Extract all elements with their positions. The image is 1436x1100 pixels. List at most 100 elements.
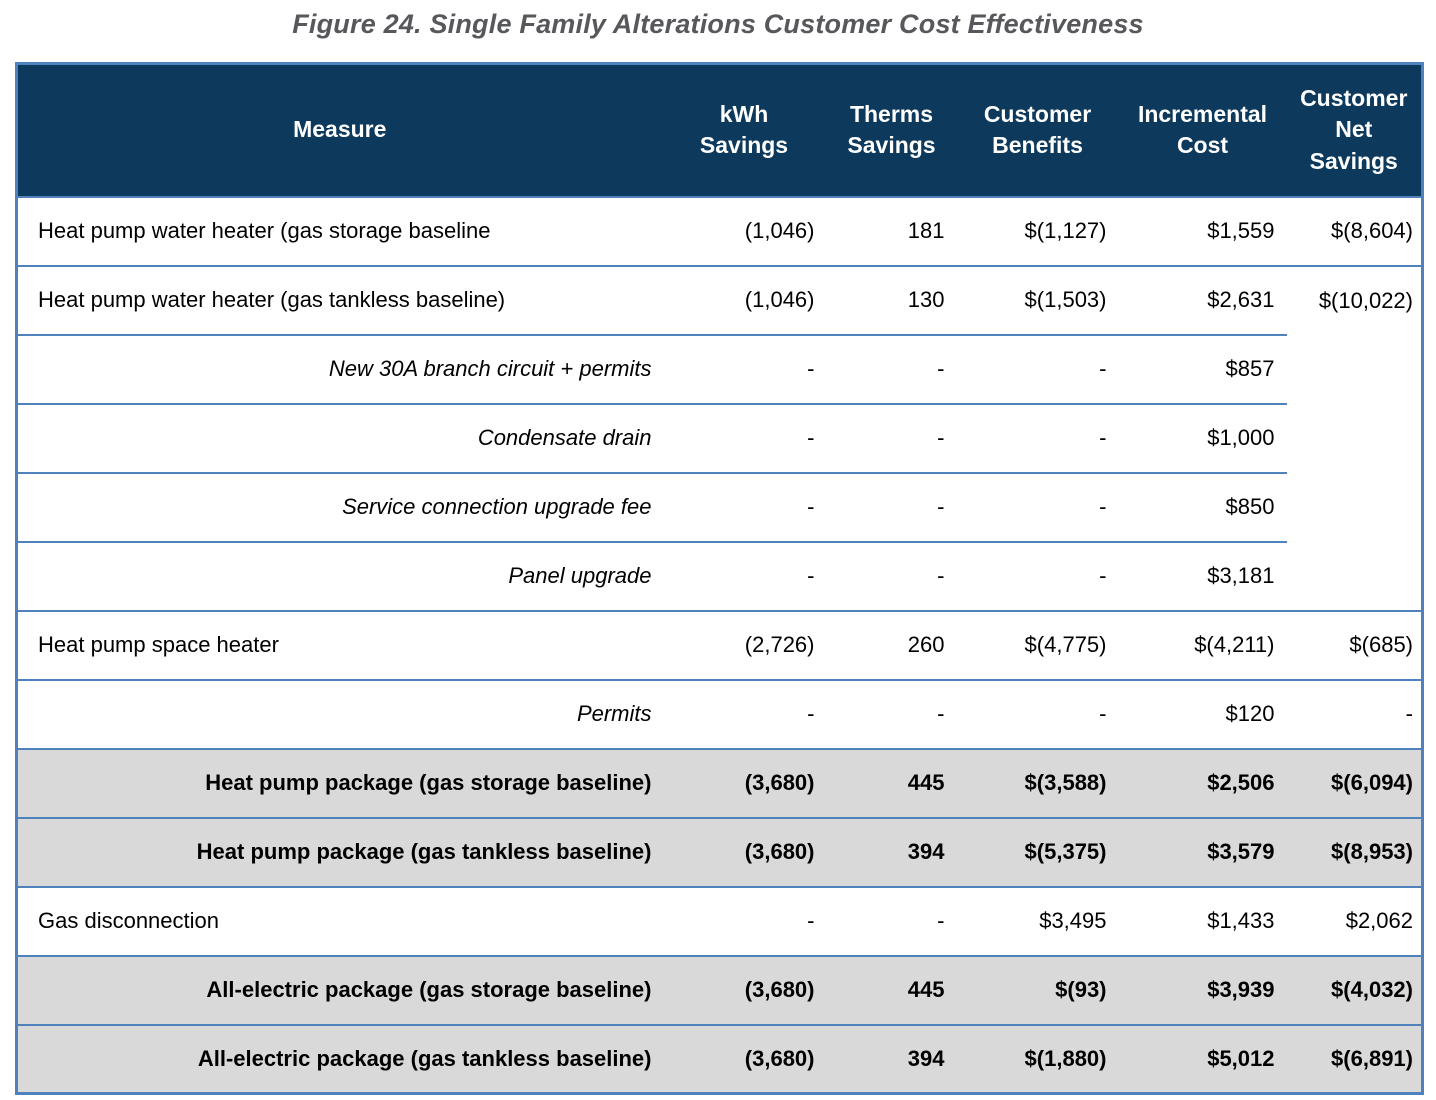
therms-savings-cell: - bbox=[826, 402, 957, 473]
kwh-savings-cell: (3,680) bbox=[661, 954, 827, 1025]
column-header-kwh-savings: kWh Savings bbox=[661, 63, 827, 197]
therms-savings-cell: 130 bbox=[826, 264, 957, 335]
customer-benefits-cell: - bbox=[956, 678, 1119, 749]
table-header: Measure kWh Savings Therms Savings Custo… bbox=[16, 63, 1423, 197]
measure-cell: Heat pump water heater (gas storage base… bbox=[16, 195, 662, 266]
incremental-cost-cell: $5,012 bbox=[1118, 1023, 1287, 1094]
table-row: Heat pump package (gas storage baseline)… bbox=[16, 747, 1423, 818]
measure-cell: Heat pump package (gas storage baseline) bbox=[16, 747, 662, 818]
therms-savings-cell: 445 bbox=[826, 747, 957, 818]
customer-benefits-cell: - bbox=[956, 333, 1119, 404]
measure-cell: New 30A branch circuit + permits bbox=[16, 333, 662, 404]
customer-net-savings-cell: - bbox=[1286, 678, 1423, 749]
therms-savings-cell: - bbox=[826, 540, 957, 611]
column-header-therms-savings: Therms Savings bbox=[826, 63, 957, 197]
kwh-savings-cell: (3,680) bbox=[661, 747, 827, 818]
table-row: All-electric package (gas tankless basel… bbox=[16, 1023, 1423, 1094]
therms-savings-cell: 394 bbox=[826, 1023, 957, 1094]
kwh-savings-cell: - bbox=[661, 678, 827, 749]
customer-benefits-cell: $(3,588) bbox=[956, 747, 1119, 818]
incremental-cost-cell: $(4,211) bbox=[1118, 609, 1287, 680]
table-row: Panel upgrade - - - $3,181 bbox=[16, 540, 1423, 611]
header-row: Measure kWh Savings Therms Savings Custo… bbox=[16, 63, 1423, 197]
measure-cell: Condensate drain bbox=[16, 402, 662, 473]
customer-net-savings-cell bbox=[1286, 472, 1423, 542]
column-header-customer-benefits: Customer Benefits bbox=[956, 63, 1119, 197]
therms-savings-cell: - bbox=[826, 471, 957, 542]
kwh-savings-cell: - bbox=[661, 885, 827, 956]
incremental-cost-cell: $120 bbox=[1118, 678, 1287, 749]
kwh-savings-cell: - bbox=[661, 402, 827, 473]
customer-benefits-cell: $(1,503) bbox=[956, 264, 1119, 335]
kwh-savings-cell: - bbox=[661, 471, 827, 542]
table-row: Heat pump space heater (2,726) 260 $(4,7… bbox=[16, 609, 1423, 680]
therms-savings-cell: 181 bbox=[826, 195, 957, 266]
measure-cell: Heat pump space heater bbox=[16, 609, 662, 680]
table-row: Service connection upgrade fee - - - $85… bbox=[16, 471, 1423, 542]
therms-savings-cell: - bbox=[826, 333, 957, 404]
table-row: Heat pump water heater (gas tankless bas… bbox=[16, 264, 1423, 335]
measure-cell: All-electric package (gas storage baseli… bbox=[16, 954, 662, 1025]
incremental-cost-cell: $3,579 bbox=[1118, 816, 1287, 887]
measure-cell: Heat pump water heater (gas tankless bas… bbox=[16, 264, 662, 335]
customer-benefits-cell: $(4,775) bbox=[956, 609, 1119, 680]
customer-benefits-cell: - bbox=[956, 540, 1119, 611]
column-header-customer-net-savings: Customer Net Savings bbox=[1286, 63, 1423, 197]
incremental-cost-cell: $1,433 bbox=[1118, 885, 1287, 956]
kwh-savings-cell: - bbox=[661, 333, 827, 404]
incremental-cost-cell: $2,631 bbox=[1118, 264, 1287, 335]
kwh-savings-cell: - bbox=[661, 540, 827, 611]
customer-benefits-cell: $(1,127) bbox=[956, 195, 1119, 266]
therms-savings-cell: 445 bbox=[826, 954, 957, 1025]
kwh-savings-cell: (1,046) bbox=[661, 264, 827, 335]
table-row: Condensate drain - - - $1,000 bbox=[16, 402, 1423, 473]
column-header-incremental-cost: Incremental Cost bbox=[1118, 63, 1287, 197]
customer-net-savings-cell bbox=[1286, 403, 1423, 473]
therms-savings-cell: - bbox=[826, 885, 957, 956]
kwh-savings-cell: (1,046) bbox=[661, 195, 827, 266]
table-row: Permits - - - $120 - bbox=[16, 678, 1423, 749]
incremental-cost-cell: $3,181 bbox=[1118, 540, 1287, 611]
customer-benefits-cell: $(93) bbox=[956, 954, 1119, 1025]
table-row: Heat pump package (gas tankless baseline… bbox=[16, 816, 1423, 887]
customer-benefits-cell: - bbox=[956, 402, 1119, 473]
therms-savings-cell: - bbox=[826, 678, 957, 749]
customer-benefits-cell: $3,495 bbox=[956, 885, 1119, 956]
kwh-savings-cell: (3,680) bbox=[661, 1023, 827, 1094]
incremental-cost-cell: $1,000 bbox=[1118, 402, 1287, 473]
table-row: New 30A branch circuit + permits - - - $… bbox=[16, 333, 1423, 404]
therms-savings-cell: 260 bbox=[826, 609, 957, 680]
customer-benefits-cell: $(5,375) bbox=[956, 816, 1119, 887]
table-row: Gas disconnection - - $3,495 $1,433 $2,0… bbox=[16, 885, 1423, 956]
kwh-savings-cell: (2,726) bbox=[661, 609, 827, 680]
incremental-cost-cell: $857 bbox=[1118, 333, 1287, 404]
table-row: All-electric package (gas storage baseli… bbox=[16, 954, 1423, 1025]
kwh-savings-cell: (3,680) bbox=[661, 816, 827, 887]
measure-cell: Permits bbox=[16, 678, 662, 749]
figure-title: Figure 24. Single Family Alterations Cus… bbox=[292, 9, 1144, 39]
customer-net-savings-cell: $(8,604) bbox=[1286, 195, 1423, 266]
measure-cell: All-electric package (gas tankless basel… bbox=[16, 1023, 662, 1094]
customer-net-savings-cell bbox=[1286, 334, 1423, 404]
customer-net-savings-cell bbox=[1286, 541, 1423, 611]
customer-net-savings-cell: $(8,953) bbox=[1286, 816, 1423, 887]
customer-benefits-cell: - bbox=[956, 471, 1119, 542]
incremental-cost-cell: $850 bbox=[1118, 471, 1287, 542]
measure-cell: Gas disconnection bbox=[16, 885, 662, 956]
measure-cell: Service connection upgrade fee bbox=[16, 471, 662, 542]
customer-net-savings-cell: $(4,032) bbox=[1286, 954, 1423, 1025]
incremental-cost-cell: $2,506 bbox=[1118, 747, 1287, 818]
table-body: Heat pump water heater (gas storage base… bbox=[16, 195, 1423, 1094]
cost-effectiveness-table: Measure kWh Savings Therms Savings Custo… bbox=[15, 62, 1424, 1095]
therms-savings-cell: 394 bbox=[826, 816, 957, 887]
customer-net-savings-cell: $(6,094) bbox=[1286, 747, 1423, 818]
measure-cell: Heat pump package (gas tankless baseline… bbox=[16, 816, 662, 887]
customer-net-savings-cell: $2,062 bbox=[1286, 885, 1423, 956]
customer-net-savings-cell: $(10,022) bbox=[1286, 264, 1423, 335]
customer-net-savings-cell: $(685) bbox=[1286, 609, 1423, 680]
customer-benefits-cell: $(1,880) bbox=[956, 1023, 1119, 1094]
incremental-cost-cell: $1,559 bbox=[1118, 195, 1287, 266]
column-header-measure: Measure bbox=[16, 63, 662, 197]
customer-net-savings-cell: $(6,891) bbox=[1286, 1023, 1423, 1094]
